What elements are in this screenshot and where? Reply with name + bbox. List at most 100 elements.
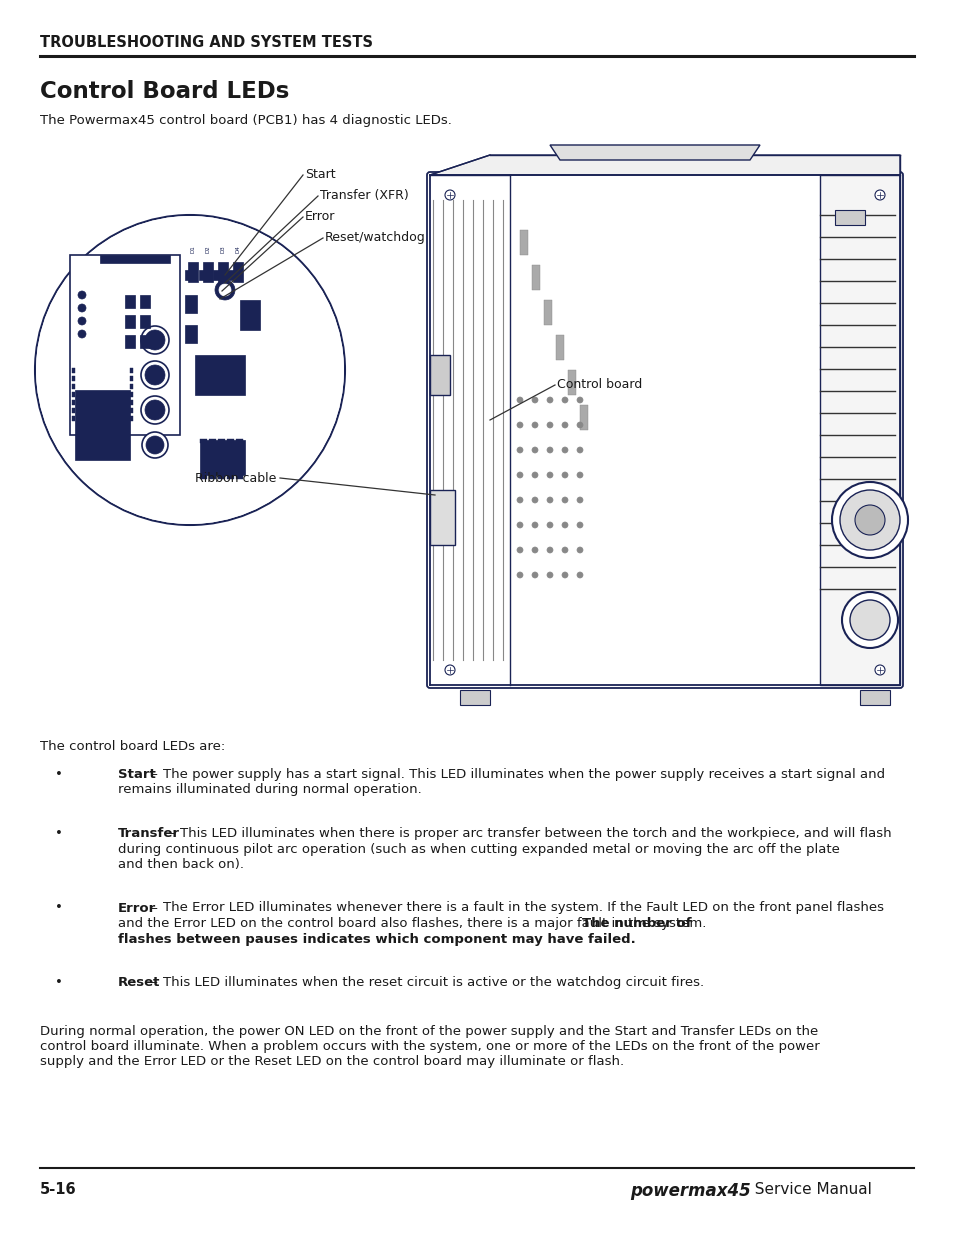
Bar — [71, 375, 75, 382]
Text: 5-16: 5-16 — [40, 1182, 76, 1197]
Bar — [859, 690, 889, 705]
Text: during continuous pilot arc operation (such as when cutting expanded metal or mo: during continuous pilot arc operation (s… — [118, 842, 839, 856]
Text: Control Board LEDs: Control Board LEDs — [40, 80, 289, 103]
Bar — [125, 295, 135, 308]
Circle shape — [532, 572, 537, 578]
Bar — [71, 400, 75, 405]
Circle shape — [577, 496, 582, 503]
Bar — [218, 475, 225, 479]
Text: –: – — [147, 976, 162, 989]
Bar — [125, 315, 135, 329]
Bar — [71, 408, 75, 412]
Bar — [543, 300, 552, 325]
Bar — [199, 270, 207, 280]
Circle shape — [577, 447, 582, 453]
Text: The control board LEDs are:: The control board LEDs are: — [40, 740, 225, 753]
Bar — [834, 210, 864, 225]
Bar — [71, 368, 75, 373]
Bar — [185, 270, 193, 280]
Bar — [130, 391, 132, 396]
Bar — [218, 438, 225, 443]
Bar — [100, 254, 170, 263]
Bar — [71, 384, 75, 389]
Bar — [820, 175, 899, 685]
Circle shape — [546, 396, 553, 403]
Text: Error: Error — [305, 210, 335, 224]
Text: The Error LED illuminates whenever there is a fault in the system. If the Fault : The Error LED illuminates whenever there… — [162, 902, 882, 914]
Bar — [209, 438, 215, 443]
Circle shape — [874, 664, 884, 676]
Bar — [130, 384, 132, 389]
Text: The power supply has a start signal. This LED illuminates when the power supply : The power supply has a start signal. Thi… — [162, 768, 883, 781]
Circle shape — [517, 396, 522, 403]
Text: The number of: The number of — [581, 918, 691, 930]
Circle shape — [78, 304, 86, 312]
Text: powermax45: powermax45 — [629, 1182, 750, 1200]
Circle shape — [577, 547, 582, 553]
Circle shape — [36, 216, 344, 524]
Circle shape — [561, 547, 567, 553]
Bar — [185, 325, 196, 343]
Circle shape — [517, 472, 522, 478]
Text: Service Manual: Service Manual — [744, 1182, 871, 1197]
Bar — [71, 391, 75, 396]
Circle shape — [517, 572, 522, 578]
Text: flashes between pauses indicates which component may have failed.: flashes between pauses indicates which c… — [118, 932, 635, 946]
Bar — [130, 375, 132, 382]
Bar — [430, 354, 450, 395]
Text: D1: D1 — [191, 246, 195, 253]
Bar — [567, 370, 576, 395]
Bar — [130, 368, 132, 373]
Bar — [227, 475, 233, 479]
Text: This LED illuminates when there is proper arc transfer between the torch and the: This LED illuminates when there is prope… — [180, 827, 891, 840]
Circle shape — [532, 396, 537, 403]
Bar — [194, 354, 245, 395]
Circle shape — [854, 505, 884, 535]
Bar — [459, 690, 490, 705]
Bar — [519, 230, 527, 254]
Circle shape — [219, 284, 231, 296]
Circle shape — [577, 522, 582, 529]
Bar — [130, 408, 132, 412]
Bar — [130, 416, 132, 421]
Text: The Powermax45 control board (PCB1) has 4 diagnostic LEDs.: The Powermax45 control board (PCB1) has … — [40, 114, 452, 127]
Circle shape — [444, 190, 455, 200]
Text: Start: Start — [305, 168, 335, 182]
Bar — [213, 270, 221, 280]
Bar — [235, 475, 243, 479]
Circle shape — [78, 330, 86, 338]
Circle shape — [546, 572, 553, 578]
Circle shape — [35, 215, 345, 525]
Circle shape — [577, 396, 582, 403]
Text: Start: Start — [118, 768, 155, 781]
Circle shape — [532, 522, 537, 529]
Bar — [200, 440, 245, 475]
Text: •: • — [55, 976, 63, 989]
Circle shape — [517, 422, 522, 429]
Circle shape — [561, 447, 567, 453]
Circle shape — [145, 330, 165, 350]
Bar — [240, 300, 260, 330]
Text: D2: D2 — [205, 246, 211, 253]
Bar — [532, 266, 539, 290]
Text: Reset/watchdog: Reset/watchdog — [325, 231, 425, 245]
Circle shape — [214, 280, 234, 300]
Bar — [203, 262, 213, 282]
Bar — [430, 490, 455, 545]
Text: and the Error LED on the control board also flashes, there is a major fault in t: and the Error LED on the control board a… — [118, 918, 710, 930]
Circle shape — [517, 496, 522, 503]
Circle shape — [840, 490, 899, 550]
Circle shape — [831, 482, 907, 558]
Circle shape — [546, 522, 553, 529]
Polygon shape — [550, 144, 760, 161]
Circle shape — [142, 432, 168, 458]
Text: –: – — [165, 827, 180, 840]
Circle shape — [517, 447, 522, 453]
Text: Transfer (XFR): Transfer (XFR) — [319, 189, 408, 203]
Circle shape — [444, 664, 455, 676]
Circle shape — [141, 361, 169, 389]
Bar — [227, 270, 234, 280]
Circle shape — [532, 422, 537, 429]
Text: Control board: Control board — [557, 378, 641, 391]
Circle shape — [577, 572, 582, 578]
